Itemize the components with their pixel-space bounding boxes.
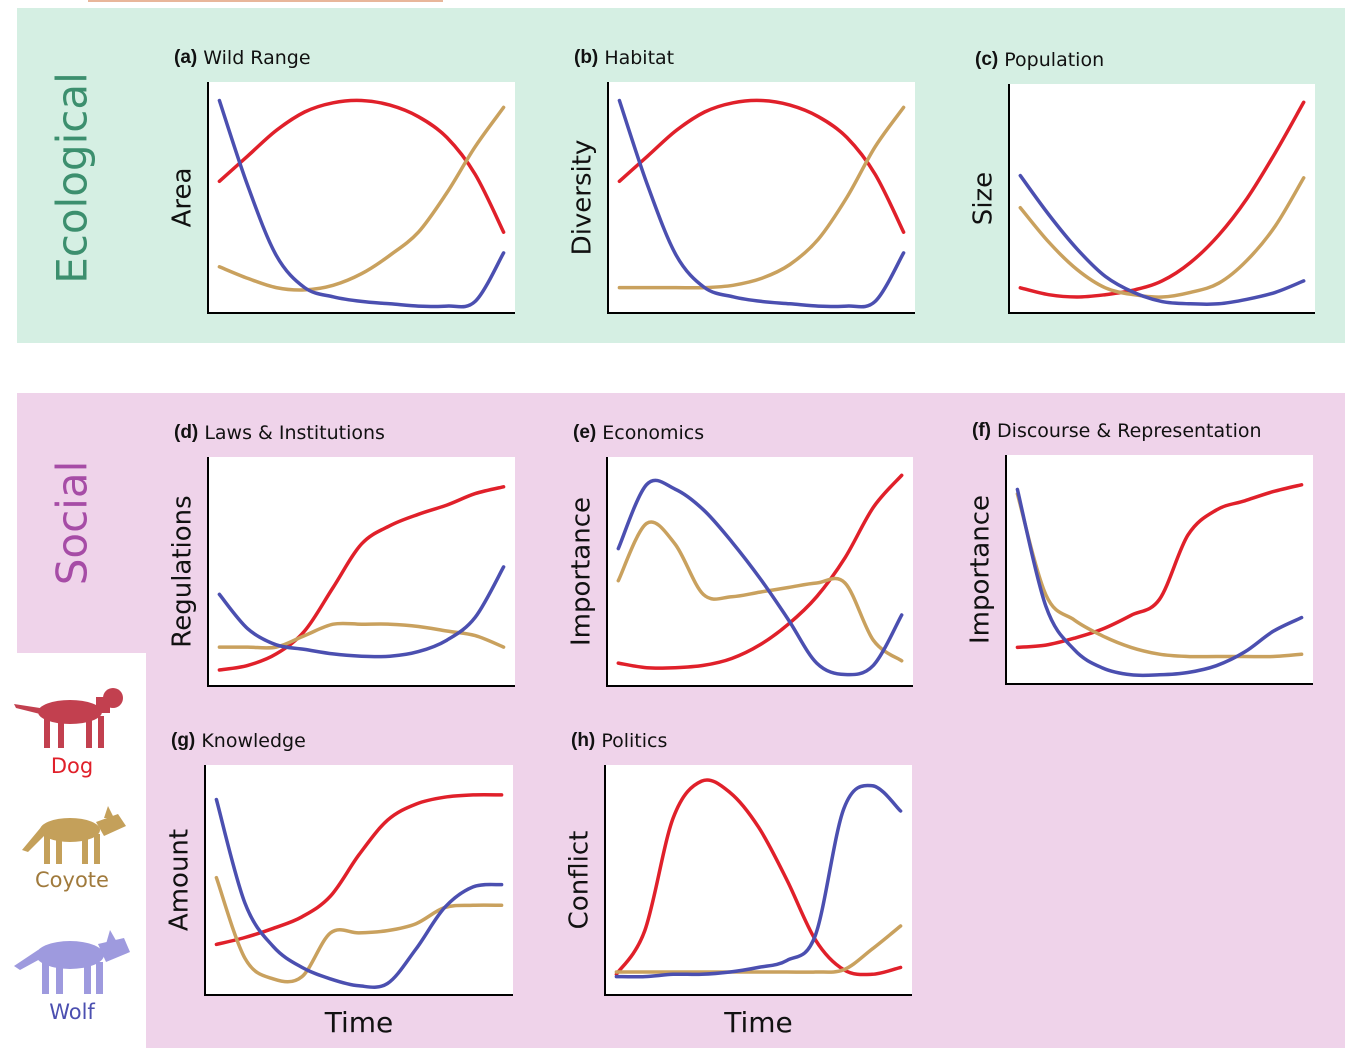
chart-title: (a) Wild Range (174, 47, 311, 69)
panel-label: (e) (573, 422, 596, 443)
panel-label: (a) (174, 47, 197, 68)
chart-title: (c) Population (975, 49, 1104, 71)
chart-title: (h) Politics (571, 730, 667, 752)
y-axis-label: Importance (966, 495, 996, 644)
x-axis-label: Time (723, 1006, 793, 1039)
chart-title: (g) Knowledge (171, 730, 306, 752)
panel-title: Economics (602, 422, 704, 444)
plot-area (1009, 84, 1315, 313)
panel-title: Habitat (604, 47, 674, 69)
plot-area (605, 765, 912, 995)
plot-area (607, 457, 913, 686)
chart-title: (d) Laws & Institutions (174, 422, 385, 444)
y-axis-label: Size (969, 172, 999, 225)
panel-title: Laws & Institutions (204, 422, 385, 444)
y-axis-label: Area (168, 168, 198, 228)
plot-area (208, 82, 515, 313)
panel-label: (c) (975, 49, 998, 70)
chart-title: (e) Economics (573, 422, 704, 444)
panel-title: Knowledge (201, 730, 305, 752)
y-axis-label: Importance (567, 497, 597, 646)
panel-title: Politics (601, 730, 667, 752)
panel-label: (d) (174, 422, 198, 443)
plot-area (205, 765, 513, 995)
panel-label: (h) (571, 730, 595, 751)
plot-area (208, 457, 515, 686)
panel-title: Discourse & Representation (997, 420, 1262, 442)
section-label: Ecological (48, 72, 97, 284)
plot-area (1006, 455, 1313, 684)
section-label: Social (48, 461, 97, 586)
panel-label: (b) (574, 47, 598, 68)
panel-title: Wild Range (203, 47, 310, 69)
x-axis-label: Time (324, 1006, 394, 1039)
figure: Ecological Social Dog Coyote Wolf (a) Wi… (0, 0, 1347, 1048)
panel-title: Population (1004, 49, 1104, 71)
chart-title: (b) Habitat (574, 47, 674, 69)
y-axis-label: Conflict (565, 831, 595, 930)
chart-title: (f) Discourse & Representation (972, 420, 1262, 442)
legend-label: Dog (51, 754, 93, 778)
legend-label: Wolf (49, 1000, 95, 1024)
legend-label: Coyote (35, 868, 109, 892)
panel-label: (f) (972, 420, 991, 441)
panel-label: (g) (171, 730, 195, 751)
y-axis-label: Regulations (168, 495, 198, 647)
top-rule (88, 0, 443, 2)
y-axis-label: Amount (165, 829, 195, 931)
y-axis-label: Diversity (568, 140, 598, 256)
